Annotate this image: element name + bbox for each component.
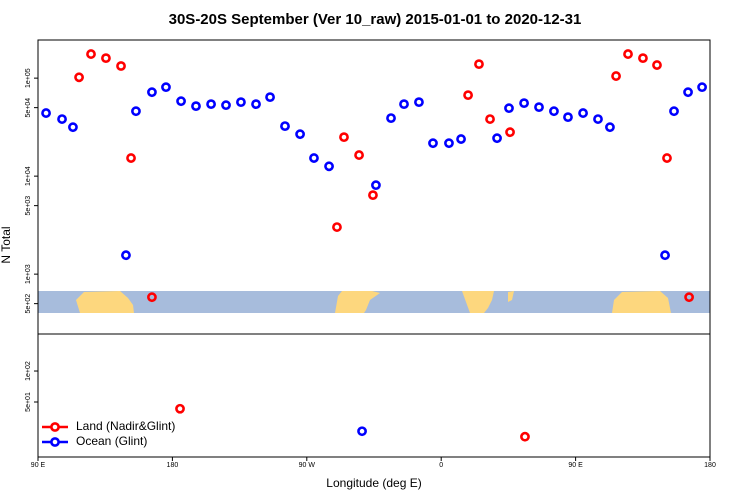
point — [669, 106, 679, 117]
land-shape — [612, 291, 671, 313]
point — [386, 113, 396, 124]
point — [611, 71, 621, 81]
point — [57, 114, 67, 124]
point — [399, 99, 409, 110]
point — [623, 49, 633, 59]
panel-frame — [37, 333, 711, 458]
land-shape — [335, 291, 380, 313]
x-tick-label: 90 E — [568, 462, 583, 469]
point — [463, 90, 473, 101]
point — [697, 82, 707, 93]
point — [332, 222, 342, 232]
point — [265, 92, 275, 103]
point — [578, 108, 588, 118]
land-shape — [508, 291, 514, 302]
x-tick-label: 0 — [439, 462, 443, 469]
point — [504, 103, 514, 114]
point — [295, 129, 305, 140]
point — [414, 97, 424, 108]
y-tick-label: 1e+04 — [25, 166, 32, 186]
point — [505, 127, 515, 138]
point — [175, 403, 185, 414]
point — [368, 190, 378, 201]
point — [41, 108, 51, 118]
point — [357, 426, 367, 437]
y-axis-label: N Total — [0, 226, 13, 263]
point — [339, 132, 349, 143]
y-tick-label: 1e+05 — [25, 68, 32, 88]
point — [485, 114, 495, 124]
y-tick-label: 5e+04 — [25, 98, 32, 118]
point — [605, 122, 615, 133]
point — [191, 101, 201, 112]
point — [121, 250, 131, 261]
point — [563, 112, 573, 123]
x-tick-label: 180 — [704, 462, 716, 469]
point — [660, 250, 670, 261]
point — [176, 96, 186, 107]
x-tick-label: 90 E — [31, 462, 46, 469]
point — [371, 180, 381, 191]
point — [474, 59, 484, 70]
land-shape — [76, 291, 134, 313]
y-tick-label: 1e+03 — [25, 264, 32, 284]
legend-label: Land (Nadir&Glint) — [76, 419, 175, 433]
point — [444, 138, 454, 149]
point — [86, 49, 96, 59]
point — [74, 72, 84, 83]
point — [354, 150, 364, 160]
legend-marker — [50, 437, 60, 447]
point — [309, 153, 319, 163]
y-tick-label: 5e+01 — [25, 392, 32, 412]
point — [534, 102, 544, 113]
point — [161, 82, 171, 93]
point — [236, 97, 246, 108]
map-strip — [38, 291, 710, 313]
point — [147, 292, 157, 303]
point — [68, 122, 78, 133]
point — [683, 87, 693, 98]
legend-marker — [50, 422, 60, 432]
point — [520, 431, 530, 442]
point — [206, 99, 216, 110]
point — [652, 60, 662, 70]
point — [280, 121, 290, 132]
point — [492, 133, 502, 144]
point — [126, 153, 136, 163]
point — [147, 87, 157, 98]
y-tick-label: 5e+03 — [25, 196, 32, 216]
point — [549, 106, 559, 117]
x-tick-label: 90 W — [299, 462, 316, 469]
land-shape — [462, 291, 494, 313]
point — [221, 100, 231, 111]
point — [662, 153, 672, 163]
y-tick-label: 5e+02 — [25, 294, 32, 314]
ocean-band — [38, 291, 710, 313]
point — [116, 61, 126, 71]
point — [684, 292, 694, 303]
point — [101, 53, 111, 64]
x-tick-label: 180 — [167, 462, 179, 469]
point — [638, 53, 648, 64]
y-tick-label: 1e+02 — [25, 361, 32, 381]
point — [519, 98, 529, 109]
x-axis-label: Longitude (deg E) — [326, 476, 421, 490]
point — [131, 106, 141, 117]
legend-label: Ocean (Glint) — [76, 434, 147, 448]
point — [251, 99, 261, 110]
chart-title: 30S-20S September (Ver 10_raw) 2015-01-0… — [169, 11, 582, 28]
point — [324, 161, 334, 172]
point — [456, 134, 466, 144]
point — [428, 138, 438, 149]
point — [593, 114, 603, 124]
